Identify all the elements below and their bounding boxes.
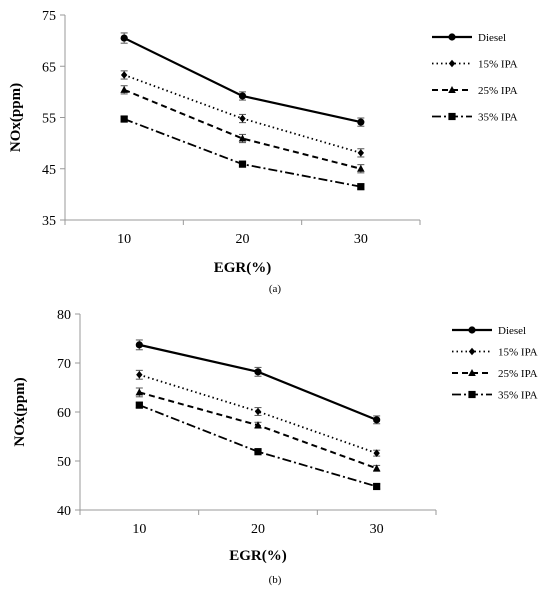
y-tick-label: 40 xyxy=(57,504,71,519)
marker-triangle xyxy=(468,369,476,376)
marker-diamond xyxy=(468,347,476,356)
series-25-ipa xyxy=(135,387,381,472)
series-diesel xyxy=(120,32,365,127)
series-line xyxy=(123,118,362,188)
marker-circle xyxy=(357,118,365,126)
marker-triangle xyxy=(238,134,247,142)
y-tick-label: 70 xyxy=(57,357,71,372)
marker-diamond xyxy=(357,149,365,157)
marker-square xyxy=(357,183,365,191)
y-axis-title: NOx(ppm) xyxy=(8,83,24,152)
y-tick-label: 35 xyxy=(42,214,56,229)
chart-a: 35 45 55 65 75 10 20 30 EGR(%) NOx(ppm) Diesel 15% … xyxy=(8,9,518,276)
x-tick-label: 30 xyxy=(370,522,384,537)
marker-diamond xyxy=(448,59,456,68)
y-tick-label: 65 xyxy=(42,60,56,75)
legend: Diesel 15% IPA 25% IPA 35% IPA xyxy=(432,32,518,124)
x-tick-label: 10 xyxy=(117,232,131,247)
marker-triangle xyxy=(120,85,128,93)
series-15-ipa xyxy=(135,369,381,457)
x-tick-label: 20 xyxy=(236,232,250,247)
marker-square xyxy=(135,401,143,409)
marker-triangle xyxy=(372,464,381,472)
series-25-ipa xyxy=(120,85,365,174)
series-line xyxy=(139,373,377,455)
legend: Diesel 15% IPA 25% IPA 35% IPA xyxy=(452,325,538,402)
marker-circle xyxy=(448,33,456,41)
x-tick-label: 10 xyxy=(132,522,146,537)
series-15-ipa xyxy=(120,70,365,158)
legend-label: 35% IPA xyxy=(498,390,538,402)
marker-square xyxy=(254,448,262,456)
marker-triangle xyxy=(254,421,262,429)
legend-label: Diesel xyxy=(478,32,506,44)
marker-square xyxy=(120,115,128,123)
marker-square xyxy=(238,160,247,168)
marker-circle xyxy=(373,416,381,424)
series-line xyxy=(123,88,362,170)
y-tick-label: 80 xyxy=(57,308,71,323)
x-axis-title: EGR(%) xyxy=(229,548,287,564)
series-line xyxy=(123,37,362,124)
y-tick-label: 60 xyxy=(57,406,71,421)
marker-diamond xyxy=(136,370,143,379)
marker-triangle xyxy=(357,164,365,172)
panel-caption-b: (b) xyxy=(268,574,282,586)
series-line xyxy=(139,391,378,470)
legend-label: 35% IPA xyxy=(478,112,518,124)
chart-b: 40 50 60 70 80 10 20 30 EGR(%) NOx(ppm) Diesel 15% … xyxy=(12,308,538,564)
x-axis-title: EGR(%) xyxy=(214,260,272,276)
marker-diamond xyxy=(120,71,128,79)
marker-circle xyxy=(254,368,262,376)
series-35-ipa xyxy=(120,115,365,191)
legend-label: Diesel xyxy=(498,325,526,337)
y-tick-label: 55 xyxy=(42,112,56,127)
marker-diamond xyxy=(239,114,246,123)
legend-label: 15% IPA xyxy=(498,347,538,359)
legend-label: 15% IPA xyxy=(478,59,518,71)
panel-caption-a: (a) xyxy=(268,283,282,295)
marker-circle xyxy=(135,341,143,349)
series-diesel xyxy=(135,339,381,425)
marker-circle xyxy=(120,34,128,42)
y-tick-label: 45 xyxy=(42,163,56,178)
y-tick-label: 75 xyxy=(42,9,56,24)
marker-diamond xyxy=(373,449,380,457)
legend-label: 25% IPA xyxy=(498,368,538,380)
marker-triangle xyxy=(135,388,144,396)
legend-label: 25% IPA xyxy=(478,85,518,97)
marker-circle xyxy=(468,326,476,334)
y-axis-title: NOx(ppm) xyxy=(12,377,28,446)
marker-square xyxy=(468,390,476,399)
x-tick-label: 30 xyxy=(354,232,368,247)
marker-square xyxy=(373,482,381,491)
series-35-ipa xyxy=(135,401,381,491)
marker-square xyxy=(448,112,456,121)
x-tick-label: 20 xyxy=(251,522,265,537)
marker-circle xyxy=(238,92,247,100)
marker-diamond xyxy=(254,407,262,416)
y-tick-label: 50 xyxy=(57,455,71,470)
series-line xyxy=(139,404,377,488)
marker-triangle xyxy=(448,86,456,93)
